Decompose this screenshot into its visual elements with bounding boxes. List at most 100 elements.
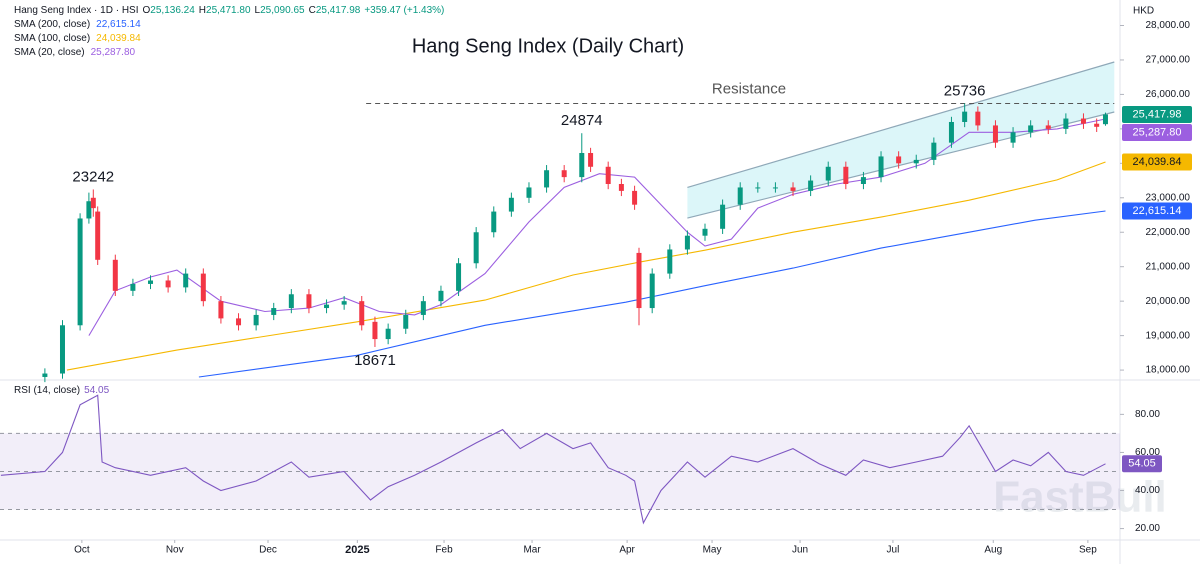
candle-body bbox=[359, 301, 365, 326]
channel-upper bbox=[687, 61, 1115, 188]
x-tick-label: Feb bbox=[435, 545, 453, 556]
watermark: FastBull bbox=[993, 473, 1167, 522]
candle-body bbox=[825, 166, 831, 181]
y-tick-label: 26,000.00 bbox=[1146, 89, 1191, 100]
candle-body bbox=[148, 280, 154, 284]
candle-body bbox=[1063, 118, 1069, 129]
resistance-label: Resistance bbox=[712, 80, 786, 97]
symbol-header: Hang Seng Index · 1D · HSI O25,136.24 H25,… bbox=[14, 5, 444, 16]
ohlc-key: H bbox=[199, 5, 206, 16]
legend-value: 22,615.14 bbox=[96, 19, 141, 30]
price-tag-bg bbox=[1122, 105, 1192, 123]
x-tick-label: Nov bbox=[166, 545, 184, 556]
candle-body bbox=[605, 166, 611, 185]
y-tick-label: 80.00 bbox=[1135, 409, 1160, 420]
sma-line bbox=[88, 118, 1106, 336]
candle-body bbox=[218, 301, 224, 319]
ohlc-key: C bbox=[309, 5, 316, 16]
candle-body bbox=[183, 273, 189, 288]
legend-name: SMA (100, close) bbox=[14, 33, 90, 44]
candle-body bbox=[720, 204, 726, 229]
ohlc-value: 25,417.98 bbox=[316, 5, 361, 16]
y-tick-label: 40.00 bbox=[1135, 485, 1160, 496]
candle-body bbox=[896, 156, 902, 164]
candle-body bbox=[306, 294, 312, 309]
candle-body bbox=[271, 308, 277, 315]
legend-name: SMA (20, close) bbox=[14, 47, 85, 58]
ohlc-value: 25,090.65 bbox=[260, 5, 305, 16]
rsi-legend: RSI (14, close) 54.05 bbox=[14, 385, 110, 396]
x-tick-label: Aug bbox=[984, 545, 1002, 556]
rsi-tag-bg bbox=[1122, 455, 1162, 473]
candle-body bbox=[526, 187, 532, 198]
chart-title: Hang Seng Index (Daily Chart) bbox=[412, 35, 684, 57]
candle-body bbox=[931, 142, 937, 160]
rsi-value: 54.05 bbox=[84, 385, 109, 396]
candle-body bbox=[456, 263, 462, 291]
x-tick-label: Mar bbox=[523, 545, 541, 556]
candle-body bbox=[1045, 125, 1051, 129]
candle-body bbox=[508, 197, 514, 212]
peak-annotation: 25736 bbox=[944, 82, 986, 99]
candle-body bbox=[324, 304, 330, 309]
candle-body bbox=[684, 235, 690, 250]
candle-body bbox=[737, 187, 743, 205]
candle-body bbox=[420, 301, 426, 315]
candle-body bbox=[843, 166, 849, 185]
change: +359.47 (+1.43%) bbox=[364, 5, 444, 16]
candle-body bbox=[790, 187, 796, 191]
rsi-tag: 54.05 bbox=[1128, 458, 1156, 470]
candle-body bbox=[341, 301, 347, 305]
y-tick-label: 21,000.00 bbox=[1146, 261, 1191, 272]
candle-body bbox=[948, 121, 954, 143]
candle-body bbox=[86, 201, 92, 219]
x-tick-label: Jul bbox=[887, 545, 900, 556]
candle-body bbox=[702, 228, 708, 236]
candle-body bbox=[618, 184, 624, 191]
candle-body bbox=[403, 314, 409, 329]
candle-body bbox=[77, 218, 83, 326]
legend-value: 24,039.84 bbox=[96, 33, 141, 44]
legend-entry: SMA (100, close) 24,039.84 bbox=[14, 33, 141, 44]
candle-body bbox=[59, 325, 65, 374]
price-tag: 25,417.98 bbox=[1133, 108, 1182, 120]
channel-fill bbox=[687, 62, 1115, 219]
candle-body bbox=[130, 283, 136, 291]
candle-body bbox=[649, 273, 655, 309]
candle-body bbox=[755, 187, 761, 189]
candle-body bbox=[1010, 132, 1016, 143]
candle-body bbox=[962, 111, 968, 122]
candle-body bbox=[1080, 118, 1086, 124]
candle-body bbox=[253, 314, 259, 326]
symbol: Hang Seng Index · 1D · HSI bbox=[14, 5, 139, 16]
sma-line bbox=[198, 210, 1106, 378]
legend-entry: SMA (20, close) 25,287.80 bbox=[14, 47, 136, 58]
candle-body bbox=[632, 190, 638, 205]
candle-body bbox=[561, 170, 567, 178]
candle-body bbox=[579, 152, 585, 178]
candle-body bbox=[1028, 125, 1034, 133]
candle-body bbox=[42, 373, 48, 377]
ohlc-value: 25,471.80 bbox=[206, 5, 251, 16]
price-tag: 22,615.14 bbox=[1133, 205, 1182, 217]
x-tick-label: May bbox=[703, 545, 722, 556]
candle-body bbox=[913, 159, 919, 164]
candle-body bbox=[491, 211, 497, 233]
price-tag: 24,039.84 bbox=[1133, 156, 1182, 168]
price-tag: 25,287.80 bbox=[1133, 126, 1182, 138]
x-tick-label: Apr bbox=[619, 545, 635, 556]
candle-body bbox=[588, 152, 594, 167]
candle-body bbox=[860, 177, 866, 185]
x-tick-label: Sep bbox=[1079, 545, 1097, 556]
price-tag-bg bbox=[1122, 123, 1192, 141]
y-tick-label: 23,000.00 bbox=[1146, 192, 1191, 203]
candle-body bbox=[473, 232, 479, 264]
candle-body bbox=[544, 170, 550, 188]
y-tick-label: 19,000.00 bbox=[1146, 330, 1191, 341]
candle-body bbox=[372, 321, 378, 340]
candle-body bbox=[667, 249, 673, 274]
candle-body bbox=[236, 318, 242, 326]
candle-body bbox=[385, 328, 391, 340]
y-tick-label: 18,000.00 bbox=[1146, 365, 1191, 376]
